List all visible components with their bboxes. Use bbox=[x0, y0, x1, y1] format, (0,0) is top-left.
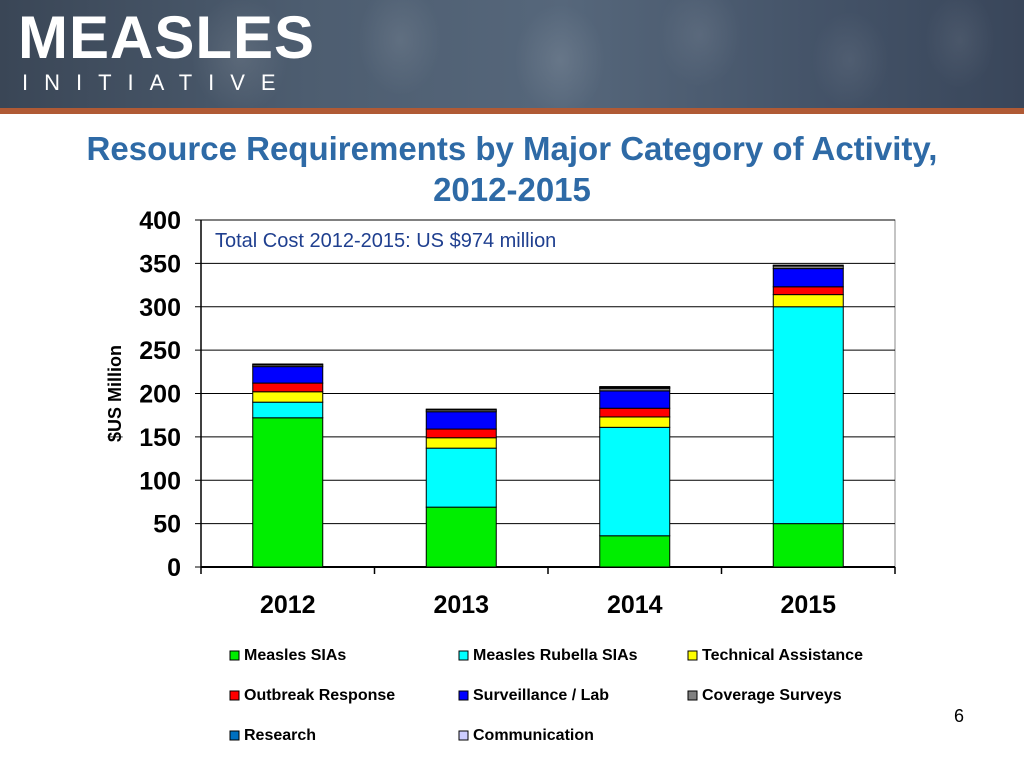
ytick-label-200: 200 bbox=[139, 381, 181, 409]
xtick-label-2012: 2012 bbox=[260, 591, 316, 619]
ytick-label-350: 350 bbox=[139, 250, 181, 278]
legend-swatch-research bbox=[229, 730, 240, 741]
legend-label-coverage-surveys: Coverage Surveys bbox=[702, 687, 842, 704]
y-axis-title: $US Million bbox=[105, 345, 125, 442]
bar-2013-measles-rubella-sias bbox=[425, 447, 497, 508]
total-cost-annotation: Total Cost 2012-2015: US $974 million bbox=[215, 230, 556, 252]
xtick-label-2015: 2015 bbox=[780, 591, 836, 619]
legend-label-research: Research bbox=[244, 727, 316, 744]
legend-label-measles-rubella-sias: Measles Rubella SIAs bbox=[473, 647, 638, 664]
ytick-label-400: 400 bbox=[139, 207, 181, 235]
ytick-label-0: 0 bbox=[167, 554, 181, 582]
bar-2014-measles-rubella-sias bbox=[599, 426, 671, 537]
legend-label-communication: Communication bbox=[473, 727, 594, 744]
logo-initiative: INITIATIVE bbox=[22, 70, 292, 95]
bar-2014-outbreak-response bbox=[599, 407, 671, 418]
bar-2015-measles-sias bbox=[772, 523, 844, 568]
bar-2015-technical-assistance bbox=[772, 294, 844, 308]
legend-swatch-coverage-surveys bbox=[687, 690, 698, 701]
legend-swatch-surveillance-lab bbox=[458, 690, 469, 701]
bar-2015-surveillance-lab bbox=[772, 268, 844, 288]
legend-label-outbreak-response: Outbreak Response bbox=[244, 687, 395, 704]
slide-title-line2: 2012-2015 bbox=[433, 171, 591, 208]
bar-2015-measles-rubella-sias bbox=[772, 306, 844, 525]
legend-label-surveillance-lab: Surveillance / Lab bbox=[473, 687, 609, 704]
bar-2013-technical-assistance bbox=[425, 437, 497, 449]
bar-2012-outbreak-response bbox=[252, 382, 324, 393]
header-banner: MEASLES INITIATIVE bbox=[0, 0, 1024, 108]
xtick-label-2013: 2013 bbox=[433, 591, 489, 619]
bar-2012-measles-rubella-sias bbox=[252, 401, 324, 419]
logo-measles: MEASLES bbox=[18, 4, 316, 71]
banner-photo-texture bbox=[0, 0, 1024, 108]
bar-2015-outbreak-response bbox=[772, 286, 844, 296]
legend-label-measles-sias: Measles SIAs bbox=[244, 647, 346, 664]
xtick-label-2014: 2014 bbox=[607, 591, 663, 619]
slide-title-line1: Resource Requirements by Major Category … bbox=[86, 130, 938, 167]
ytick-label-250: 250 bbox=[139, 337, 181, 365]
bar-2012-measles-sias bbox=[252, 417, 324, 568]
bar-2014-measles-sias bbox=[599, 535, 671, 568]
ytick-label-50: 50 bbox=[153, 511, 181, 539]
legend-label-technical-assistance: Technical Assistance bbox=[702, 647, 863, 664]
legend-swatch-technical-assistance bbox=[687, 650, 698, 661]
bar-2013-measles-sias bbox=[425, 506, 497, 568]
bar-2015-research bbox=[772, 264, 844, 267]
bar-2012-technical-assistance bbox=[252, 391, 324, 403]
ytick-label-150: 150 bbox=[139, 424, 181, 452]
bar-2013-surveillance-lab bbox=[425, 411, 497, 430]
banner-accent-bar bbox=[0, 108, 1024, 114]
slide-title: Resource Requirements by Major Category … bbox=[0, 128, 1024, 210]
ytick-label-100: 100 bbox=[139, 467, 181, 495]
bar-2013-outbreak-response bbox=[425, 428, 497, 439]
legend-swatch-measles-rubella-sias bbox=[458, 650, 469, 661]
bar-2014-communication bbox=[599, 386, 671, 388]
slide-number: 6 bbox=[953, 706, 964, 726]
bar-2012-research bbox=[252, 363, 324, 366]
legend-swatch-communication bbox=[458, 730, 469, 741]
bar-2014-surveillance-lab bbox=[599, 390, 671, 409]
legend-swatch-measles-sias bbox=[229, 650, 240, 661]
ytick-label-300: 300 bbox=[139, 294, 181, 322]
bar-2013-research bbox=[425, 408, 497, 411]
legend-swatch-outbreak-response bbox=[229, 690, 240, 701]
bar-2014-technical-assistance bbox=[599, 416, 671, 428]
bar-2012-surveillance-lab bbox=[252, 366, 324, 384]
